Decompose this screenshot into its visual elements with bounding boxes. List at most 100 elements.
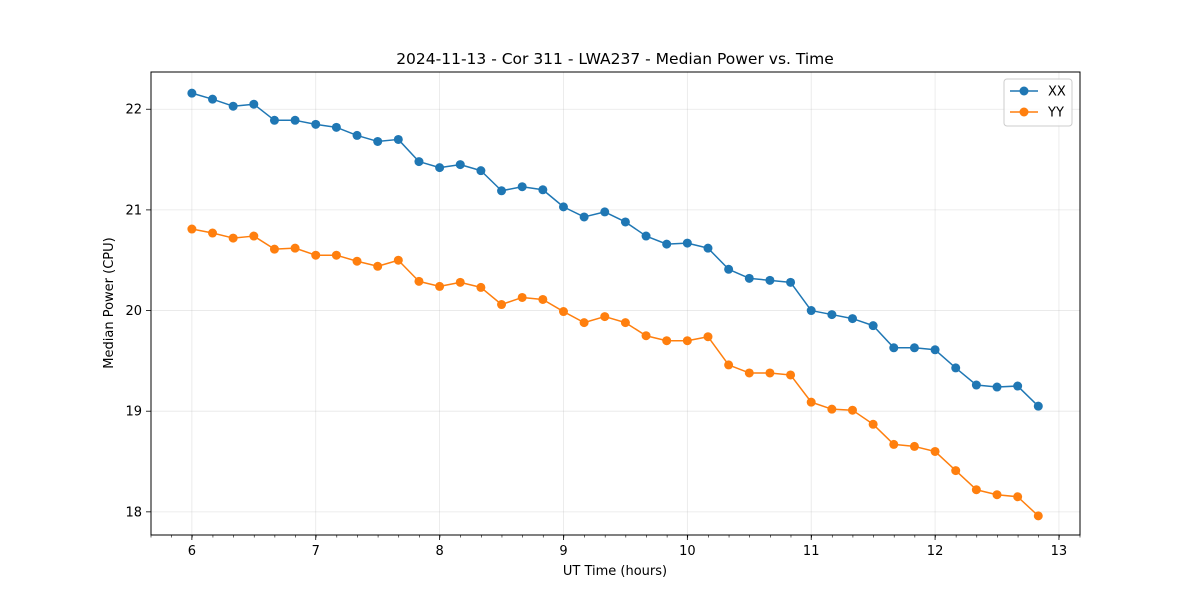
data-point-xx bbox=[558, 202, 568, 212]
data-point-yy bbox=[249, 231, 259, 241]
y-axis-ticks: 18 19 20 21 22 bbox=[125, 103, 151, 520]
data-point-xx bbox=[538, 185, 548, 195]
data-point-xx bbox=[497, 186, 507, 196]
data-point-yy bbox=[311, 250, 321, 260]
data-point-yy bbox=[352, 256, 362, 266]
data-point-yy bbox=[868, 419, 878, 429]
data-point-yy bbox=[971, 485, 981, 495]
data-point-xx bbox=[682, 238, 692, 248]
data-point-xx bbox=[806, 306, 816, 316]
data-point-xx bbox=[187, 88, 197, 98]
legend-label-yy: YY bbox=[1047, 106, 1064, 121]
data-point-xx bbox=[992, 382, 1002, 392]
data-point-xx bbox=[476, 166, 486, 176]
data-point-xx bbox=[744, 273, 754, 283]
data-point-xx bbox=[662, 239, 672, 249]
legend-label-xx: XX bbox=[1048, 85, 1066, 100]
data-point-xx bbox=[868, 321, 878, 331]
grid bbox=[151, 72, 1080, 535]
x-axis-ticks: 6 7 8 9 10 11 12 13 bbox=[150, 535, 1081, 559]
data-point-xx bbox=[373, 136, 383, 146]
data-point-yy bbox=[1033, 511, 1043, 521]
data-point-xx bbox=[909, 343, 919, 353]
data-point-xx bbox=[435, 163, 445, 173]
data-point-yy bbox=[393, 255, 403, 265]
data-point-yy bbox=[806, 397, 816, 407]
data-point-yy bbox=[930, 446, 940, 456]
data-point-yy bbox=[1013, 492, 1023, 502]
data-point-yy bbox=[786, 370, 796, 380]
data-point-yy bbox=[455, 277, 465, 287]
y-tick-label: 19 bbox=[125, 405, 142, 420]
data-point-yy bbox=[497, 300, 507, 310]
data-point-xx bbox=[228, 101, 238, 111]
data-point-yy bbox=[724, 360, 734, 370]
data-point-xx bbox=[889, 343, 899, 353]
data-point-yy bbox=[414, 276, 424, 286]
data-point-yy bbox=[641, 331, 651, 341]
legend: XX YY bbox=[1003, 78, 1073, 127]
y-tick-label: 20 bbox=[125, 304, 142, 319]
x-tick-label: 12 bbox=[927, 544, 944, 559]
x-tick-label: 10 bbox=[679, 544, 696, 559]
x-axis-label: UT Time (hours) bbox=[563, 564, 667, 579]
legend-marker-yy bbox=[1019, 107, 1029, 117]
data-point-xx bbox=[930, 345, 940, 355]
data-point-xx bbox=[208, 94, 218, 104]
data-point-xx bbox=[620, 217, 630, 227]
data-point-yy bbox=[373, 261, 383, 271]
data-point-yy bbox=[208, 228, 218, 238]
data-point-yy bbox=[951, 466, 961, 476]
data-point-xx bbox=[1033, 401, 1043, 411]
data-point-xx bbox=[269, 115, 279, 125]
data-point-xx bbox=[579, 212, 589, 222]
data-point-yy bbox=[909, 441, 919, 451]
data-point-yy bbox=[682, 336, 692, 346]
data-point-yy bbox=[703, 332, 713, 342]
data-point-yy bbox=[992, 490, 1002, 500]
data-point-xx bbox=[352, 130, 362, 140]
y-tick-label: 21 bbox=[125, 203, 142, 218]
data-point-yy bbox=[187, 224, 197, 234]
data-point-yy bbox=[269, 244, 279, 254]
data-point-xx bbox=[827, 310, 837, 320]
data-point-xx bbox=[765, 275, 775, 285]
data-point-xx bbox=[414, 157, 424, 167]
data-point-yy bbox=[579, 318, 589, 328]
data-point-xx bbox=[331, 122, 341, 132]
data-point-xx bbox=[393, 134, 403, 144]
data-point-yy bbox=[744, 368, 754, 378]
data-point-yy bbox=[847, 405, 857, 415]
data-point-yy bbox=[290, 243, 300, 253]
data-point-yy bbox=[538, 294, 548, 304]
x-tick-label: 8 bbox=[435, 544, 443, 559]
data-point-xx bbox=[455, 160, 465, 170]
x-tick-label: 11 bbox=[803, 544, 820, 559]
x-tick-label: 6 bbox=[188, 544, 196, 559]
data-point-yy bbox=[600, 312, 610, 322]
data-point-yy bbox=[476, 282, 486, 292]
series-xx bbox=[187, 88, 1043, 411]
data-point-xx bbox=[724, 264, 734, 274]
chart-title: 2024-11-13 - Cor 311 - LWA237 - Median P… bbox=[396, 50, 834, 68]
data-point-yy bbox=[827, 404, 837, 414]
data-point-yy bbox=[765, 368, 775, 378]
x-tick-label: 7 bbox=[312, 544, 320, 559]
data-series bbox=[187, 88, 1043, 521]
data-point-xx bbox=[641, 231, 651, 241]
data-point-xx bbox=[290, 115, 300, 125]
legend-marker-xx bbox=[1019, 86, 1029, 96]
data-point-xx bbox=[971, 380, 981, 390]
data-point-xx bbox=[703, 243, 713, 253]
data-point-xx bbox=[249, 99, 259, 109]
data-point-xx bbox=[1013, 381, 1023, 391]
data-point-yy bbox=[620, 318, 630, 328]
x-tick-label: 9 bbox=[559, 544, 567, 559]
data-point-yy bbox=[662, 336, 672, 346]
series-yy bbox=[187, 224, 1043, 521]
data-point-xx bbox=[517, 182, 527, 192]
data-point-xx bbox=[600, 207, 610, 217]
data-point-xx bbox=[311, 119, 321, 129]
